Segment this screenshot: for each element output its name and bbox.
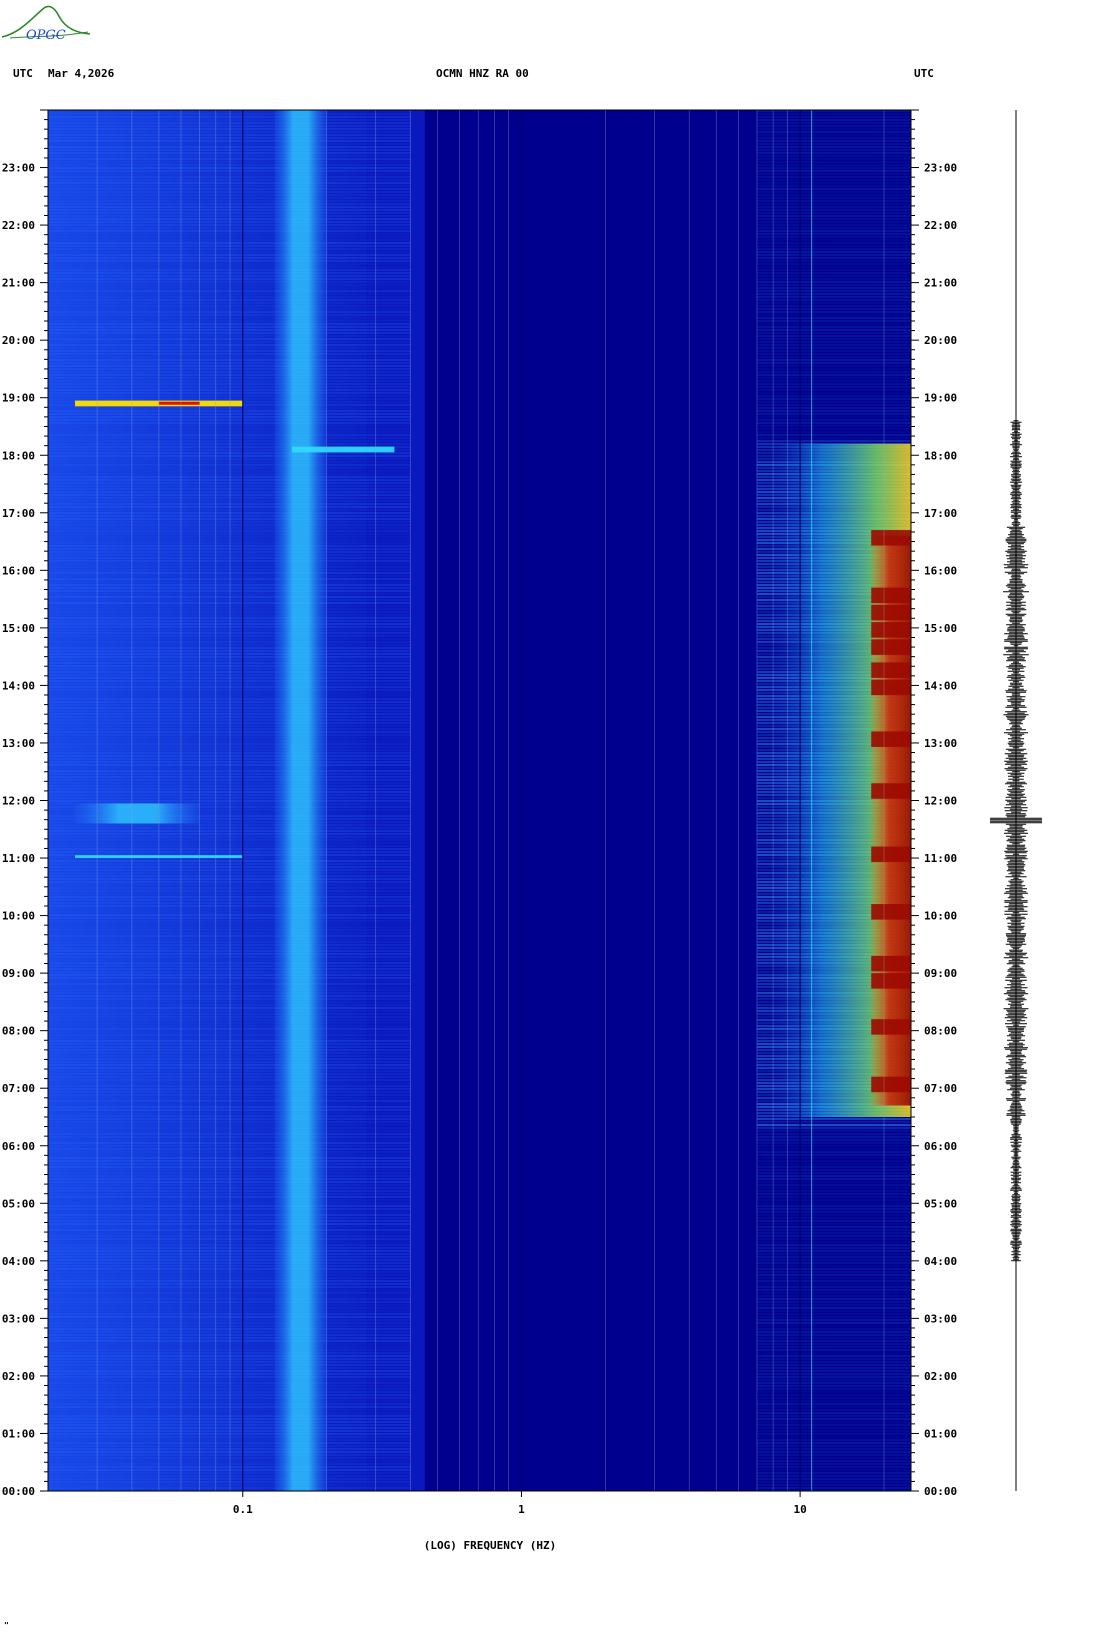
y-tick-label-left: 08:00 <box>2 1025 35 1038</box>
y-tick-label-left: 11:00 <box>2 852 35 865</box>
y-tick-label-left: 10:00 <box>2 910 35 923</box>
y-tick-label-left: 22:00 <box>2 219 35 232</box>
y-tick-label-left: 05:00 <box>2 1197 35 1210</box>
y-tick-label-right: 00:00 <box>924 1485 957 1498</box>
header-utc-right: UTC <box>914 67 934 80</box>
y-tick-label-right: 19:00 <box>924 392 957 405</box>
x-axis-label: (LOG) FREQUENCY (HZ) <box>424 1539 556 1552</box>
y-tick-label-left: 01:00 <box>2 1427 35 1440</box>
y-tick-label-right: 21:00 <box>924 277 957 290</box>
y-tick-label-left: 15:00 <box>2 622 35 635</box>
opgc-volcano-logo-icon: OPGC <box>1 5 91 43</box>
footer-mark: " <box>4 1621 9 1630</box>
y-tick-label-left: 23:00 <box>2 162 35 175</box>
y-tick-label-left: 20:00 <box>2 334 35 347</box>
burst-1 <box>871 587 911 604</box>
burst-11 <box>871 955 911 972</box>
event-peak-line <box>158 401 200 405</box>
mid-frequency-field <box>367 110 425 1491</box>
burst-14 <box>871 1076 911 1093</box>
x-tick-label: 1 <box>518 1503 525 1516</box>
y-tick-label-left: 21:00 <box>2 277 35 290</box>
y-tick-label-left: 00:00 <box>2 1485 35 1498</box>
y-tick-label-left: 16:00 <box>2 564 35 577</box>
logo-text: OPGC <box>26 28 66 43</box>
burst-9 <box>871 846 911 863</box>
burst-2 <box>871 604 911 621</box>
frequency-grid <box>96 110 885 1491</box>
burst-5 <box>871 662 911 678</box>
y-tick-label-right: 20:00 <box>924 334 957 347</box>
y-tick-label-left: 17:00 <box>2 507 35 520</box>
spectral-features <box>75 110 911 1491</box>
y-tick-label-right: 08:00 <box>924 1025 957 1038</box>
y-tick-label-right: 12:00 <box>924 795 957 808</box>
x-tick-label: 0.1 <box>233 1503 253 1516</box>
y-tick-label-right: 04:00 <box>924 1255 957 1268</box>
y-tick-label-right: 09:00 <box>924 967 957 980</box>
feature-0 <box>274 110 327 1491</box>
burst-13 <box>871 1019 911 1035</box>
y-tick-label-right: 16:00 <box>924 564 957 577</box>
feature-3 <box>75 803 200 824</box>
spectrogram-axes: 00:00 00:00 01:00 01:00 02:00 02:00 03:00 03:00… <box>2 109 957 1516</box>
y-tick-label-right: 06:00 <box>924 1140 957 1153</box>
burst-10 <box>871 904 911 920</box>
y-tick-label-right: 17:00 <box>924 507 957 520</box>
y-tick-label-right: 23:00 <box>924 162 957 175</box>
y-tick-label-left: 06:00 <box>2 1140 35 1153</box>
seismogram-trace <box>990 110 1042 1491</box>
y-tick-label-right: 03:00 <box>924 1312 957 1325</box>
y-tick-label-right: 18:00 <box>924 449 957 462</box>
y-tick-label-right: 13:00 <box>924 737 957 750</box>
burst-6 <box>871 679 911 696</box>
y-tick-label-left: 04:00 <box>2 1255 35 1268</box>
burst-12 <box>871 973 911 989</box>
spectrogram-plot <box>48 110 911 1492</box>
y-tick-label-left: 03:00 <box>2 1312 35 1325</box>
y-tick-label-left: 14:00 <box>2 679 35 692</box>
y-tick-label-right: 05:00 <box>924 1197 957 1210</box>
opgc-logo: OPGC <box>0 0 95 49</box>
burst-3 <box>871 622 911 638</box>
x-tick-label: 10 <box>793 1503 806 1516</box>
y-tick-label-left: 13:00 <box>2 737 35 750</box>
y-tick-label-left: 18:00 <box>2 449 35 462</box>
y-tick-label-right: 10:00 <box>924 910 957 923</box>
y-tick-label-left: 02:00 <box>2 1370 35 1383</box>
header-date: Mar 4,2026 <box>48 67 115 80</box>
y-tick-label-right: 11:00 <box>924 852 957 865</box>
burst-4 <box>871 639 911 655</box>
burst-7 <box>871 731 911 747</box>
burst-0 <box>871 530 911 546</box>
y-tick-label-right: 02:00 <box>924 1370 957 1383</box>
y-tick-label-right: 15:00 <box>924 622 957 635</box>
header-station: OCMN HNZ RA 00 <box>436 67 529 80</box>
y-tick-label-right: 22:00 <box>924 219 957 232</box>
y-tick-label-left: 09:00 <box>2 967 35 980</box>
feature-4 <box>291 446 395 453</box>
burst-8 <box>871 783 911 799</box>
y-tick-label-left: 12:00 <box>2 795 35 808</box>
y-tick-label-right: 07:00 <box>924 1082 957 1095</box>
y-tick-label-right: 14:00 <box>924 679 957 692</box>
y-tick-label-left: 19:00 <box>2 392 35 405</box>
y-tick-label-right: 01:00 <box>924 1427 957 1440</box>
y-tick-label-left: 07:00 <box>2 1082 35 1095</box>
header-utc-left: UTC <box>13 67 33 80</box>
